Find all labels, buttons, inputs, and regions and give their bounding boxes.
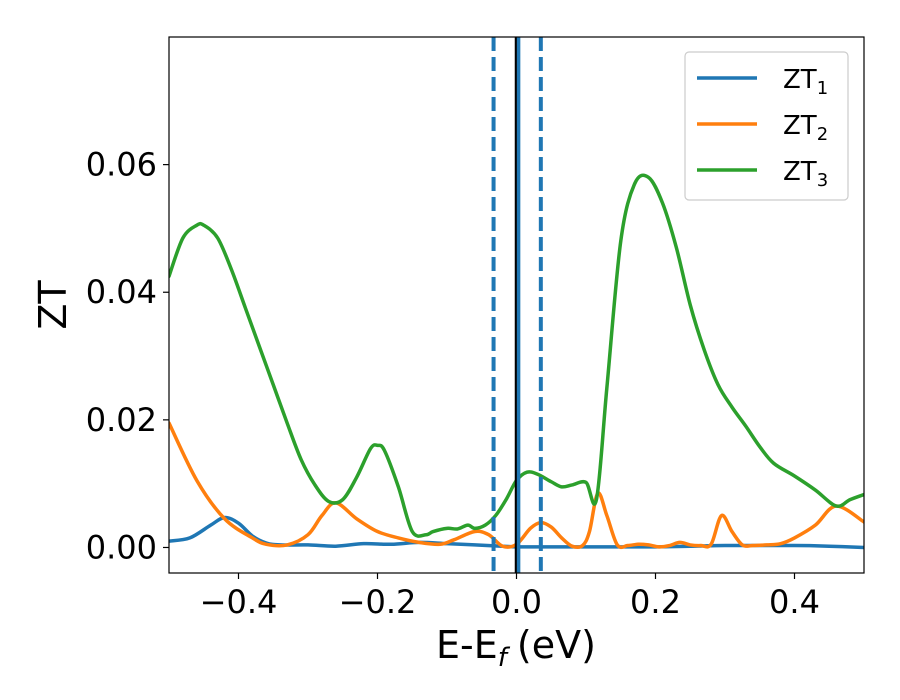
legend: ZT1 ZT2 ZT3 xyxy=(684,51,849,201)
y-tick-label: 0.00 xyxy=(86,528,157,566)
x-tick-label: −0.2 xyxy=(339,583,417,621)
series-line-zt1 xyxy=(169,515,864,550)
plot-lines xyxy=(169,37,864,573)
series-line-zt3 xyxy=(169,173,864,538)
x-tick-label: −0.4 xyxy=(200,583,278,621)
legend-box xyxy=(684,51,849,201)
legend-label-zt1: ZT1 xyxy=(783,65,828,99)
x-axis-label: E-Ef (eV) xyxy=(436,623,596,673)
legend-label-zt2: ZT2 xyxy=(783,111,828,145)
y-tick-label: 0.02 xyxy=(86,401,157,439)
x-axis-label-unit: (eV) xyxy=(517,623,596,667)
x-axis-label-main: E-E xyxy=(436,623,498,667)
y-tick-label: 0.04 xyxy=(86,273,157,311)
y-tick-label: 0.06 xyxy=(86,146,157,184)
legend-label-zt3: ZT3 xyxy=(783,157,828,191)
y-axis-label: ZT xyxy=(31,280,75,330)
x-tick-label: 0.4 xyxy=(769,583,820,621)
axis-ticks: −0.4 −0.2 0.0 0.2 0.4 0.00 0.02 0.04 0.06 xyxy=(86,146,820,621)
x-tick-label: 0.0 xyxy=(491,583,542,621)
x-axis-label-subscript: f xyxy=(498,643,511,673)
x-tick-label: 0.2 xyxy=(630,583,681,621)
